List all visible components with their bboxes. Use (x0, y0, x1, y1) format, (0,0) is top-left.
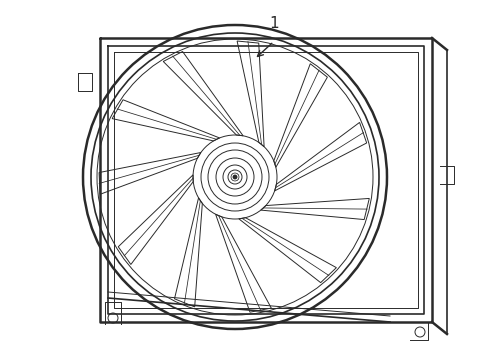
Circle shape (230, 173, 239, 181)
Text: 1: 1 (268, 17, 278, 31)
